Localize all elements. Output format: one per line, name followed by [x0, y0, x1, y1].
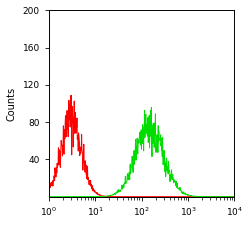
- Y-axis label: Counts: Counts: [7, 86, 17, 121]
